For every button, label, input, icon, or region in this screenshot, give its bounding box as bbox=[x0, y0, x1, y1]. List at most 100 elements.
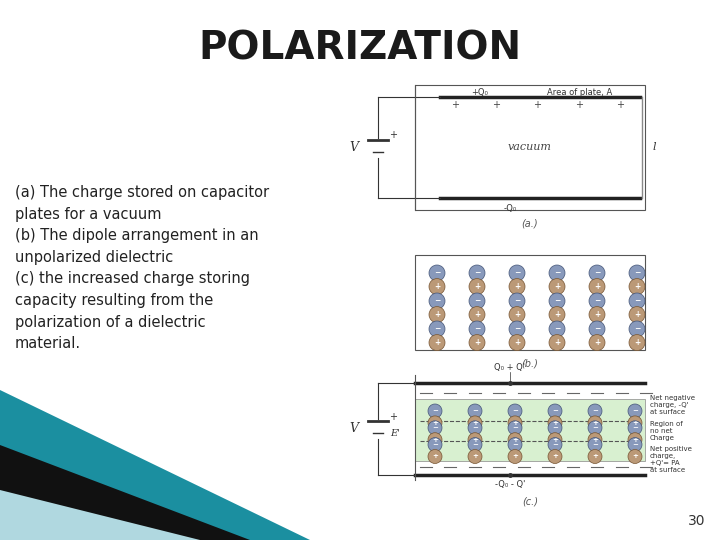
Circle shape bbox=[628, 416, 642, 430]
Circle shape bbox=[429, 279, 445, 295]
Text: +: + bbox=[554, 310, 560, 319]
Text: +: + bbox=[632, 454, 638, 460]
Text: +: + bbox=[575, 100, 582, 110]
Circle shape bbox=[548, 421, 562, 435]
Text: +: + bbox=[512, 454, 518, 460]
Text: +: + bbox=[554, 338, 560, 347]
Text: Net positive
charge,
+Q'= PA
at surface: Net positive charge, +Q'= PA at surface bbox=[650, 446, 692, 473]
Circle shape bbox=[628, 449, 642, 463]
Text: −: − bbox=[594, 325, 600, 334]
Circle shape bbox=[588, 416, 602, 430]
Circle shape bbox=[628, 433, 642, 447]
Bar bbox=[415, 85, 645, 210]
Text: +: + bbox=[514, 282, 520, 291]
Text: +: + bbox=[434, 310, 440, 319]
Text: (a) The charge stored on capacitor
plates for a vacuum
(b) The dipole arrangemen: (a) The charge stored on capacitor plate… bbox=[15, 185, 269, 351]
Text: +: + bbox=[492, 100, 500, 110]
Circle shape bbox=[549, 293, 565, 309]
Circle shape bbox=[428, 416, 442, 430]
Circle shape bbox=[588, 421, 602, 435]
Circle shape bbox=[629, 279, 645, 295]
Circle shape bbox=[548, 416, 562, 430]
Circle shape bbox=[468, 437, 482, 451]
Text: +: + bbox=[552, 437, 558, 443]
Circle shape bbox=[469, 279, 485, 295]
Circle shape bbox=[509, 265, 525, 281]
Circle shape bbox=[469, 293, 485, 309]
Text: −: − bbox=[552, 425, 558, 431]
Text: +: + bbox=[534, 100, 541, 110]
Circle shape bbox=[428, 421, 442, 435]
Circle shape bbox=[589, 335, 605, 350]
Circle shape bbox=[628, 421, 642, 435]
Text: (c.): (c.) bbox=[522, 497, 538, 507]
Text: +: + bbox=[474, 282, 480, 291]
Polygon shape bbox=[0, 390, 310, 540]
Text: +: + bbox=[434, 282, 440, 291]
Text: −: − bbox=[594, 268, 600, 278]
Text: +: + bbox=[632, 437, 638, 443]
Text: +: + bbox=[451, 100, 459, 110]
Circle shape bbox=[468, 449, 482, 463]
Circle shape bbox=[429, 335, 445, 350]
Circle shape bbox=[588, 404, 602, 418]
Text: +: + bbox=[432, 454, 438, 460]
Text: Q₀ + Q': Q₀ + Q' bbox=[495, 363, 526, 372]
Text: +: + bbox=[472, 420, 478, 426]
Text: −: − bbox=[472, 442, 478, 448]
Circle shape bbox=[509, 335, 525, 350]
Text: −: − bbox=[514, 268, 520, 278]
Text: −: − bbox=[514, 296, 520, 306]
Text: POLARIZATION: POLARIZATION bbox=[199, 30, 521, 68]
Circle shape bbox=[548, 404, 562, 418]
Text: −: − bbox=[434, 325, 440, 334]
Circle shape bbox=[428, 437, 442, 451]
Bar bbox=[415, 255, 645, 350]
Circle shape bbox=[589, 265, 605, 281]
Text: +: + bbox=[512, 420, 518, 426]
Text: −: − bbox=[512, 408, 518, 414]
Circle shape bbox=[589, 279, 605, 295]
Text: −: − bbox=[634, 268, 640, 278]
Text: -Q₀: -Q₀ bbox=[503, 204, 517, 213]
Text: −: − bbox=[554, 268, 560, 278]
Text: −: − bbox=[632, 425, 638, 431]
Text: +: + bbox=[472, 454, 478, 460]
Circle shape bbox=[468, 421, 482, 435]
Circle shape bbox=[588, 449, 602, 463]
Text: −: − bbox=[474, 325, 480, 334]
Circle shape bbox=[588, 433, 602, 447]
Text: −: − bbox=[592, 425, 598, 431]
Text: −: − bbox=[592, 442, 598, 448]
Circle shape bbox=[429, 293, 445, 309]
Circle shape bbox=[509, 279, 525, 295]
Text: +: + bbox=[512, 437, 518, 443]
Text: (a.): (a.) bbox=[522, 218, 539, 228]
Text: −: − bbox=[552, 442, 558, 448]
Circle shape bbox=[469, 321, 485, 337]
Circle shape bbox=[429, 321, 445, 337]
Circle shape bbox=[429, 307, 445, 322]
Text: +: + bbox=[634, 310, 640, 319]
Circle shape bbox=[549, 335, 565, 350]
Text: (b.): (b.) bbox=[521, 358, 539, 368]
Circle shape bbox=[508, 421, 522, 435]
Text: +: + bbox=[389, 131, 397, 140]
Text: +: + bbox=[474, 310, 480, 319]
Circle shape bbox=[629, 335, 645, 350]
Circle shape bbox=[508, 437, 522, 451]
Text: Region of
no net
Charge: Region of no net Charge bbox=[650, 421, 683, 441]
Text: 30: 30 bbox=[688, 514, 705, 528]
Text: vacuum: vacuum bbox=[508, 143, 552, 152]
Text: −: − bbox=[634, 296, 640, 306]
Circle shape bbox=[469, 265, 485, 281]
Text: −: − bbox=[552, 408, 558, 414]
Text: −: − bbox=[592, 408, 598, 414]
Text: −: − bbox=[512, 425, 518, 431]
Circle shape bbox=[468, 404, 482, 418]
Circle shape bbox=[509, 307, 525, 322]
Circle shape bbox=[629, 293, 645, 309]
Text: −: − bbox=[634, 325, 640, 334]
Text: +: + bbox=[552, 420, 558, 426]
Text: +: + bbox=[432, 437, 438, 443]
